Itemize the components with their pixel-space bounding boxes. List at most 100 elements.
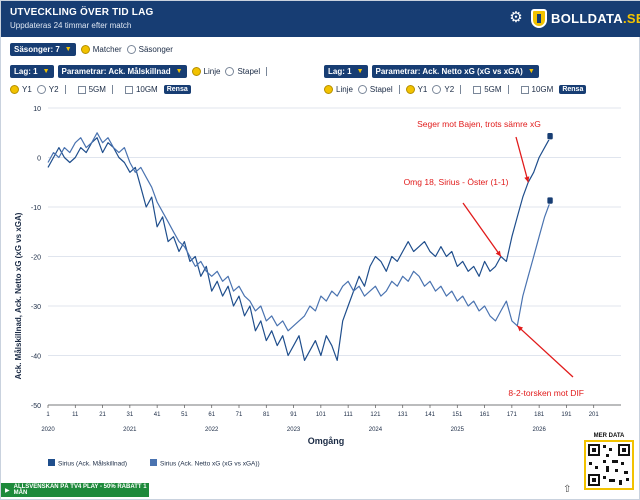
left-param-controls: Lag: 1 ▼ Parametrar: Ack. Målskillnad ▼ Li…	[10, 65, 273, 78]
qr-label: MER DATA	[593, 433, 625, 439]
right-opt-bar[interactable]	[357, 85, 367, 94]
page-subtitle: Uppdateras 24 timmar efter match	[10, 21, 132, 30]
chevron-down-icon: ▼	[356, 68, 364, 75]
x-tick-label: 41	[154, 412, 161, 418]
right-param-select[interactable]: Parametrar: Ack. Netto xG (xG vs xGA) ▼	[371, 65, 539, 78]
y-axis-label: Ack. Målskillnad, Ack. Netto xG (xG vs x…	[14, 212, 23, 379]
divider	[111, 85, 113, 94]
divider	[64, 85, 66, 94]
left-param-select[interactable]: Parametrar: Ack. Målskillnad ▼	[57, 65, 187, 78]
left-y1-label: Y1	[22, 85, 32, 94]
left-team-select[interactable]: Lag: 1 ▼	[10, 65, 54, 78]
play-icon: ▶	[5, 487, 10, 494]
right-param-controls: Lag: 1 ▼ Parametrar: Ack. Netto xG (xG vs…	[324, 65, 539, 78]
annotation-text: 8-2-torsken mot DIF	[508, 388, 584, 398]
left-y1-radio[interactable]	[10, 85, 19, 94]
x-tick-label: 11	[72, 412, 79, 418]
annotation-arrow	[515, 136, 529, 183]
qr-code[interactable]: MER DATA	[584, 433, 634, 491]
radio-seasons[interactable]	[126, 45, 136, 54]
divider	[460, 85, 462, 94]
left-opt-line-label: Linje	[203, 67, 221, 76]
gear-icon[interactable]: ⚙	[509, 9, 523, 26]
divider	[398, 85, 400, 94]
y-tick-label: -30	[31, 304, 41, 311]
left-axis-controls: Y1 Y2 5GM 10GM Rensa	[10, 83, 191, 96]
y-tick-label: 0	[37, 156, 41, 163]
annotation-arrowhead	[517, 325, 524, 332]
x-tick-label: 121	[370, 412, 381, 418]
annotation-arrowhead	[524, 176, 530, 183]
legend-label: Sirius (Ack. Netto xG (xG vs xGA))	[160, 461, 260, 468]
right-axis-controls: Linje Stapel Y1 Y2 5GM 10GM Rensa	[324, 83, 587, 96]
x-tick-label: 1	[46, 412, 50, 418]
annotation-arrow	[462, 202, 502, 257]
left-y2-radio[interactable]	[36, 85, 46, 94]
right-opt-bar-label: Stapel	[369, 85, 393, 94]
legend-swatch	[150, 459, 157, 466]
chart-series	[47, 132, 554, 361]
x-tick-label: 131	[398, 412, 409, 418]
right-10gm-checkbox[interactable]	[520, 85, 529, 94]
season-label: 2020	[41, 427, 55, 433]
left-5gm-checkbox[interactable]	[77, 85, 86, 94]
x-tick-label: 141	[425, 412, 436, 418]
season-controls: Säsonger: 7 ▼ Matcher Säsonger	[10, 43, 173, 56]
series-end-marker	[546, 132, 554, 141]
promo-banner[interactable]: ▶ ALLSVENSKAN PÅ TV4 PLAY - 50% RABATT 1…	[1, 483, 149, 497]
x-tick-label: 101	[316, 412, 327, 418]
right-y2-label: Y2	[444, 85, 455, 94]
x-tick-label: 31	[127, 412, 134, 418]
season-label: 2022	[205, 427, 219, 433]
y-tick-label: -20	[31, 255, 41, 262]
x-tick-label: 81	[263, 412, 270, 418]
brand-logo[interactable]: BOLLDATA.SE	[531, 8, 640, 28]
right-team-select[interactable]: Lag: 1 ▼	[324, 65, 368, 78]
season-label: 2025	[451, 427, 465, 433]
left-opt-line[interactable]	[191, 67, 201, 76]
y-tick-label: -10	[31, 205, 41, 212]
x-tick-label: 181	[534, 412, 545, 418]
x-tick-label: 161	[480, 412, 491, 418]
left-opt-bar[interactable]	[225, 67, 235, 76]
chart-legend: Sirius (Ack. Målskillnad) Sirius (Ack. Ne…	[48, 459, 260, 468]
left-clear-button[interactable]: Rensa	[163, 85, 191, 94]
promo-text: ALLSVENSKAN PÅ TV4 PLAY - 50% RABATT 1 M…	[13, 484, 147, 496]
left-10gm-label: 10GM	[135, 85, 158, 94]
chevron-down-icon: ▼	[527, 68, 535, 75]
line-chart: 100-10-20-30-40-501 11 21 31 41 51 61 71 81 91 101…	[14, 106, 621, 468]
left-y2-label: Y2	[48, 85, 59, 94]
chevron-down-icon: ▼	[64, 46, 72, 53]
right-y1-radio[interactable]	[405, 85, 415, 94]
right-clear-button[interactable]: Rensa	[559, 85, 587, 94]
chevron-down-icon: ▼	[175, 68, 183, 75]
season-label: 2026	[532, 427, 546, 433]
x-axis-label: Omgång	[308, 436, 345, 446]
x-tick-label: 71	[236, 412, 243, 418]
right-y1-label: Y1	[417, 85, 428, 94]
radio-seasons-label: Säsonger	[138, 45, 173, 54]
chevron-down-icon: ▼	[42, 68, 50, 75]
page-title: UTVECKLING ÖVER TID LAG	[10, 7, 154, 18]
share-icon[interactable]: ⇧	[563, 484, 572, 495]
right-y2-radio[interactable]	[432, 85, 442, 94]
left-10gm-checkbox[interactable]	[124, 85, 133, 94]
radio-matches[interactable]	[80, 45, 90, 54]
right-opt-line[interactable]	[324, 85, 333, 94]
seasons-select[interactable]: Säsonger: 7 ▼	[10, 43, 76, 56]
y-tick-label: 10	[33, 106, 41, 113]
annotation-arrowhead	[495, 250, 501, 257]
right-5gm-checkbox[interactable]	[473, 85, 482, 94]
divider	[507, 85, 509, 94]
x-tick-label: 111	[344, 412, 354, 418]
qr-icon	[584, 440, 634, 490]
header-bar: UTVECKLING ÖVER TID LAG Uppdateras 24 ti…	[1, 1, 640, 37]
right-5gm-label: 5GM	[484, 85, 502, 94]
divider	[266, 67, 268, 76]
x-tick-label: 61	[208, 412, 215, 418]
series-line-1	[47, 137, 551, 361]
y-tick-label: -50	[31, 403, 41, 410]
x-tick-label: 51	[181, 412, 188, 418]
chart-ticks: 100-10-20-30-40-501 11 21 31 41 51 61 71 81 91 101…	[31, 106, 600, 433]
